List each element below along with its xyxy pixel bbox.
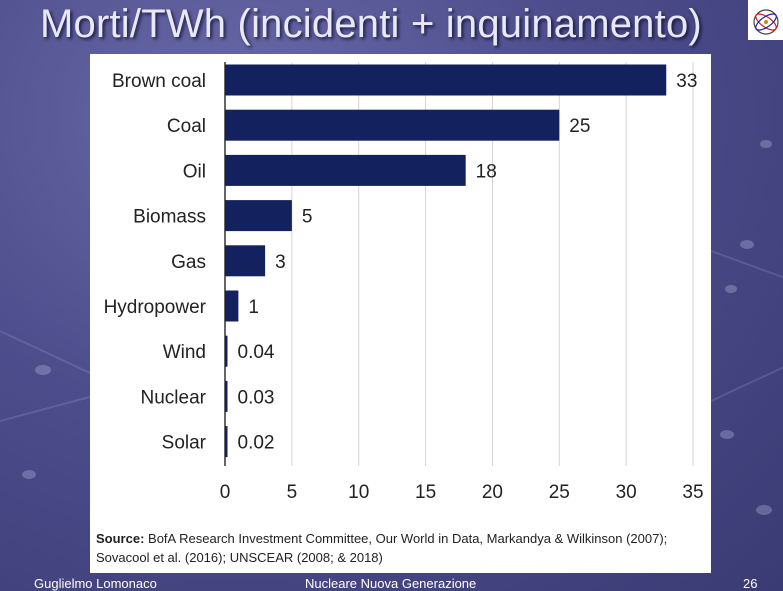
category-label: Biomass: [133, 207, 206, 228]
footer-title: Nucleare Nuova Generazione: [305, 576, 477, 591]
chart-card: Brown coal 33 Coal 25 Oil 18 Biomass 5 Gas 3 Hydro…: [90, 54, 711, 573]
category-label: Coal: [167, 116, 206, 137]
x-tick-label: 20: [482, 482, 503, 503]
source-label: Source:: [96, 531, 145, 546]
category-label: Gas: [171, 252, 206, 273]
logo-icon: [753, 9, 779, 35]
slide-title: Morti/TWh (incidenti + inquinamento): [40, 2, 702, 46]
category-label: Nuclear: [141, 387, 207, 408]
category-label: Wind: [163, 342, 206, 363]
data-label: 0.04: [238, 342, 275, 363]
category-label: Brown coal: [112, 71, 206, 92]
bar: [225, 426, 228, 458]
category-label: Oil: [183, 161, 206, 182]
x-tick-label: 5: [287, 482, 298, 503]
data-label: 0.02: [238, 433, 275, 454]
logo: [748, 0, 783, 40]
data-label: 5: [302, 207, 313, 228]
footer-author: Guglielmo Lomonaco: [34, 576, 157, 591]
x-tick-label: 30: [616, 482, 637, 503]
bar-chart: Brown coal 33 Coal 25 Oil 18 Biomass 5 Gas 3 Hydro…: [104, 62, 704, 503]
bar: [225, 335, 228, 367]
category-label: Solar: [162, 433, 207, 454]
bar: [225, 200, 292, 232]
data-label: 3: [275, 252, 286, 273]
data-label: 0.03: [238, 387, 275, 408]
x-tick-label: 15: [415, 482, 436, 503]
bar: [225, 109, 560, 141]
bar: [225, 154, 466, 186]
bar: [225, 64, 667, 96]
data-label: 18: [476, 161, 497, 182]
x-tick-label: 10: [348, 482, 369, 503]
category-label: Hydropower: [104, 297, 207, 318]
bar: [225, 245, 266, 277]
x-tick-label: 0: [220, 482, 231, 503]
bar: [225, 290, 239, 322]
x-tick-label: 25: [549, 482, 570, 503]
data-label: 25: [569, 116, 590, 137]
chart-source: Source: BofA Research Investment Committ…: [96, 529, 696, 567]
page-number: 26: [743, 576, 758, 591]
source-text: BofA Research Investment Committee, Our …: [96, 531, 668, 565]
bar: [225, 380, 228, 412]
data-label: 1: [248, 297, 259, 318]
data-label: 33: [676, 71, 697, 92]
x-tick-label: 35: [682, 482, 703, 503]
